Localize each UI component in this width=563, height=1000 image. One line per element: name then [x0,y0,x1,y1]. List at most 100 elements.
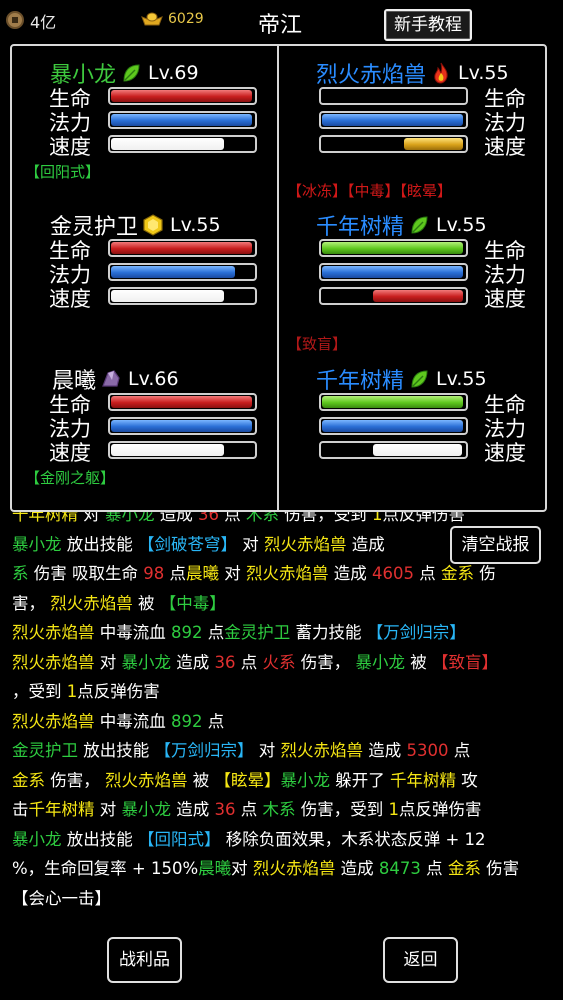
log-segment: 烈火赤焰兽 [280,741,364,760]
log-segment: 木系 [262,800,296,819]
log-segment: 36 [214,800,236,819]
log-segment: 1 [66,682,78,701]
log-segment: 蓄力技能 [290,623,367,642]
ally-unit-2[interactable]: 金灵护卫 Lv.55 生命 法力 速度 [12,210,262,340]
ally-unit-1[interactable]: 暴小龙 Lv.69 生命 法力 速度 【回阳式】 [12,58,262,188]
log-segment: 暴小龙 [280,770,331,790]
log-segment: 被 [132,593,160,613]
speed-row: 速度 [309,132,559,159]
log-segment: 点反弹伤害 [382,512,466,524]
enemy-unit-3[interactable]: 千年树精 Lv.55 生命 法力 速度 [309,364,559,494]
log-segment: 点 [202,711,225,731]
log-segment: 造成 [363,741,407,760]
log-segment: 金灵护卫 [12,741,78,760]
log-segment: 伤害 [480,859,520,878]
log-segment: 暴小龙 [121,652,172,672]
hp-fill [322,242,463,254]
speed-fill [111,138,224,150]
gold-crystal-icon [143,214,163,236]
clear-log-button[interactable]: 清空战报 [450,526,541,564]
mp-bar [108,111,257,129]
log-segment: 木系 [246,512,279,524]
log-segment: 晨曦 [186,564,219,583]
enemy-unit-2[interactable]: 千年树精 Lv.55 生命 法力 速度 【致盲】 [287,210,559,353]
status-effects: 【致盲】 [287,335,348,353]
unit-name: 暴小龙 [50,63,117,88]
mp-row: 法力 [12,108,262,135]
battle-log-line: ，受到 1点反弹伤害 [12,677,552,707]
unit-name: 千年树精 [316,215,405,240]
log-segment: 8473 [378,859,421,878]
mp-label: 法力 [484,263,526,287]
log-segment: 伤害，受到 [295,800,389,819]
loot-button[interactable]: 战利品 [107,937,182,983]
battle-log-line: 金灵护卫 放出技能 【万剑归宗】 对 烈火赤焰兽 造成 5300 点 [12,736,552,766]
unit-name: 烈火赤焰兽 [316,63,427,88]
log-segment: 被 [405,652,432,672]
speed-label: 速度 [484,287,526,311]
log-segment: 千年树精 [28,800,95,819]
log-segment: 1 [372,512,383,524]
log-segment: 伤 [474,564,496,583]
unit-level: Lv.69 [148,62,199,84]
log-segment: 放出技能 [61,534,138,554]
hp-row: 生命 [12,236,262,263]
log-segment: 点 [414,564,441,583]
leaf-icon [411,370,428,388]
log-segment: 烈火赤焰兽 [252,859,336,878]
battle-log-line: 千年树精 对 暴小龙 造成 36 点 木系 伤害，受到 1点反弹伤害 [12,512,552,530]
ally-unit-3[interactable]: 晨曦 Lv.66 生命 法力 速度 【金刚之躯】 [12,364,262,494]
log-segment: 千年树精 [390,770,456,790]
back-button[interactable]: 返回 [383,937,458,983]
hp-row: 生命 [309,84,559,111]
log-segment: 伤害 吸取生命 [28,564,144,583]
log-segment: 5300 [406,741,449,760]
log-segment: 892 [171,711,203,731]
log-segment: 点 [219,512,246,524]
mp-label: 法力 [49,111,91,135]
log-segment: 中毒流血 [94,623,171,642]
log-segment: 对 [219,564,246,583]
battle-log-line: 【会心一击】 [12,884,552,914]
battle-log-line: 金系 伤害， 烈火赤焰兽 被 【眩晕】暴小龙 躲开了 千年树精 攻 [12,766,552,796]
log-segment: 造成 [171,652,215,672]
speed-row: 速度 [12,438,262,465]
log-segment: 攻 [456,770,478,790]
speed-bar [319,135,468,153]
tutorial-button[interactable]: 新手教程 [384,9,472,41]
unit-level: Lv.55 [458,62,509,84]
earth-rock-icon [102,370,120,387]
log-segment: 【中毒】 [159,593,226,613]
log-segment: 对 [231,859,253,878]
hp-fill [111,396,252,408]
mp-fill [111,266,235,278]
log-segment: 【会心一击】 [12,888,111,908]
hp-label: 生命 [484,87,526,111]
speed-row: 速度 [309,284,559,311]
speed-bar [319,287,468,305]
log-segment: 伤害， [45,770,105,790]
speed-fill [111,444,224,456]
log-segment: 烈火赤焰兽 [12,711,95,731]
battle-log[interactable]: 千年树精 对 暴小龙 造成 36 点 木系 伤害，受到 1点反弹伤害 暴小龙 放出… [12,512,552,932]
battle-log-line: 暴小龙 放出技能 【回阳式】 移除负面效果，木系状态反弹 + 12 [12,825,552,855]
battle-log-line: 暴小龙 放出技能 【剑破苍穹】 对 烈火赤焰兽 造成 [12,530,552,560]
log-segment: 36 [198,512,219,524]
mp-fill [322,420,463,432]
log-segment: 造成 [171,800,215,819]
money-amount: 4亿 [30,13,57,32]
log-segment: 中毒流血 [94,711,171,731]
log-segment: 烈火赤焰兽 [264,534,347,554]
log-segment: 火系 [262,652,296,672]
mp-label: 法力 [49,417,91,441]
log-segment: 烈火赤焰兽 [45,593,133,613]
log-segment: 放出技能 [78,741,155,760]
log-segment: 造成 [346,534,385,554]
enemy-unit-1[interactable]: 烈火赤焰兽 Lv.55 生命 法力 速度 【冰冻】【中毒】【眩晕】 [287,58,559,200]
log-segment: 点 [202,623,225,642]
hp-label: 生命 [49,87,91,111]
leaf-icon [411,216,428,234]
speed-fill [404,138,463,150]
log-segment: 金系 [441,564,474,583]
mp-row: 法力 [12,414,262,441]
